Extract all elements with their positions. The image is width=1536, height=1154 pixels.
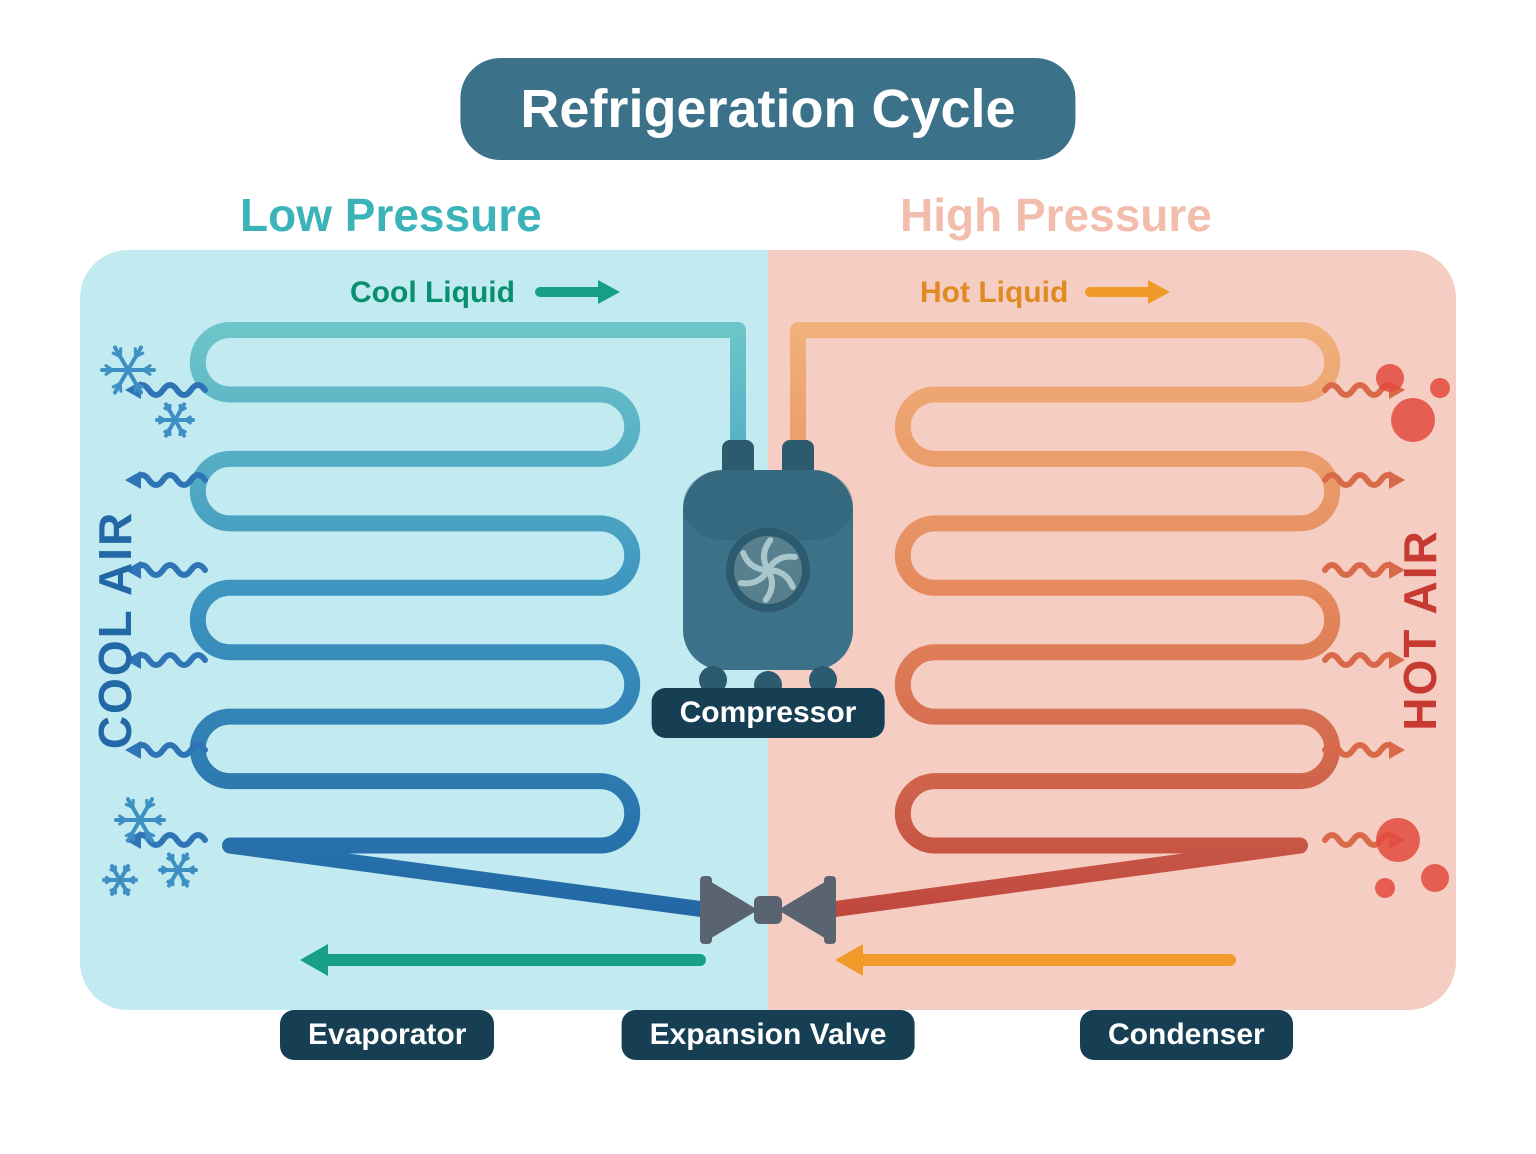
- compressor-icon: [683, 440, 853, 699]
- cool-air-label: COOL AIR: [88, 511, 142, 749]
- heat-dot-icon: [1430, 378, 1450, 398]
- cool-liquid-label: Cool Liquid: [350, 276, 515, 310]
- condenser-label: Condenser: [1080, 1010, 1293, 1060]
- heat-dot-icon: [1376, 364, 1404, 392]
- high-pressure-label: High Pressure: [900, 188, 1212, 242]
- heat-dot-icon: [1391, 398, 1435, 442]
- heat-dot-icon: [1376, 818, 1420, 862]
- hot-liquid-label: Hot Liquid: [920, 276, 1068, 310]
- hot-panel-bg: [768, 250, 1456, 1010]
- low-pressure-label: Low Pressure: [240, 188, 542, 242]
- refrigeration-cycle-diagram: [0, 0, 1536, 1154]
- cold-panel-bg: [80, 250, 768, 1010]
- heat-dot-icon: [1375, 878, 1395, 898]
- compressor-label: Compressor: [652, 688, 885, 738]
- diagram-title: Refrigeration Cycle: [460, 58, 1075, 160]
- hot-air-label: HOT AIR: [1393, 529, 1447, 730]
- expansion-valve-label: Expansion Valve: [622, 1010, 915, 1060]
- heat-dot-icon: [1421, 864, 1449, 892]
- evaporator-label: Evaporator: [280, 1010, 494, 1060]
